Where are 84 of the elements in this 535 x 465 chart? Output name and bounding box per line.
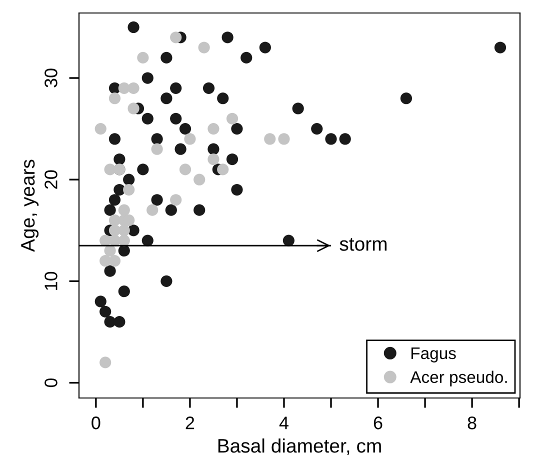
point: [118, 204, 130, 216]
point: [217, 92, 229, 104]
x-tick-label: 0: [92, 416, 100, 430]
point: [259, 42, 271, 54]
point: [118, 82, 130, 94]
point: [179, 122, 192, 135]
point: [208, 122, 220, 135]
y-tick-label: 10: [44, 272, 58, 290]
point: [123, 174, 135, 186]
x-tick-label: 4: [279, 416, 288, 430]
point: [108, 92, 121, 104]
x-tick-label: 2: [186, 416, 194, 430]
point: [128, 21, 140, 34]
legend-label: Acer pseudo.: [410, 370, 507, 386]
point: [339, 133, 351, 145]
point: [94, 296, 106, 308]
point: [128, 102, 140, 114]
point: [114, 153, 126, 166]
point: [100, 356, 112, 368]
point: [400, 92, 412, 104]
point: [165, 204, 177, 216]
point: [174, 143, 186, 155]
point: [170, 82, 182, 94]
point: [292, 102, 304, 114]
point: [226, 112, 238, 124]
point: [264, 133, 276, 145]
point: [151, 143, 163, 155]
point: [142, 72, 154, 84]
point: [240, 52, 252, 64]
ref-line-label: storm: [340, 238, 387, 251]
point: [170, 32, 182, 44]
point: [222, 32, 234, 44]
point: [198, 42, 210, 54]
point: [151, 194, 163, 206]
point: [118, 234, 130, 246]
x-axis-title: Basal diameter, cm: [218, 438, 381, 456]
point: [118, 286, 130, 298]
point: [160, 52, 172, 64]
point: [114, 316, 126, 328]
y-tick-label: 30: [44, 68, 58, 88]
point: [108, 133, 121, 145]
point: [128, 82, 140, 94]
point: [142, 234, 154, 246]
point: [104, 265, 116, 277]
point: [151, 133, 163, 145]
point: [282, 234, 294, 246]
point: [194, 174, 206, 186]
point: [160, 275, 172, 287]
point: [194, 204, 206, 216]
point: [100, 255, 112, 267]
point: [142, 112, 154, 124]
point: [170, 112, 182, 124]
point: [118, 224, 130, 236]
point: [137, 164, 149, 176]
legend-label: Fagus: [411, 348, 456, 362]
point: [104, 204, 116, 216]
point: [202, 82, 215, 94]
y-axis-title: Age, years: [21, 160, 39, 252]
point: [231, 122, 243, 135]
point: [494, 42, 506, 54]
point: [146, 204, 158, 216]
y-tick-label: 20: [44, 170, 58, 189]
x-tick-label: 6: [374, 416, 382, 430]
point: [325, 133, 337, 145]
point: [137, 52, 149, 64]
point: [311, 122, 323, 135]
point: [231, 184, 243, 196]
point: [217, 164, 229, 176]
point: [108, 194, 121, 206]
point: [184, 133, 196, 145]
point: [94, 122, 106, 135]
point: [100, 306, 112, 318]
point: [123, 184, 135, 196]
point: [170, 194, 182, 206]
point: [179, 164, 192, 176]
x-tick-label: 8: [468, 416, 476, 430]
point: [208, 153, 220, 166]
point: [278, 133, 290, 145]
y-tick-label: 0: [44, 378, 58, 388]
point: [208, 143, 220, 155]
point: [226, 153, 238, 166]
point: [160, 92, 172, 104]
point: [108, 255, 121, 267]
point: [118, 244, 130, 257]
